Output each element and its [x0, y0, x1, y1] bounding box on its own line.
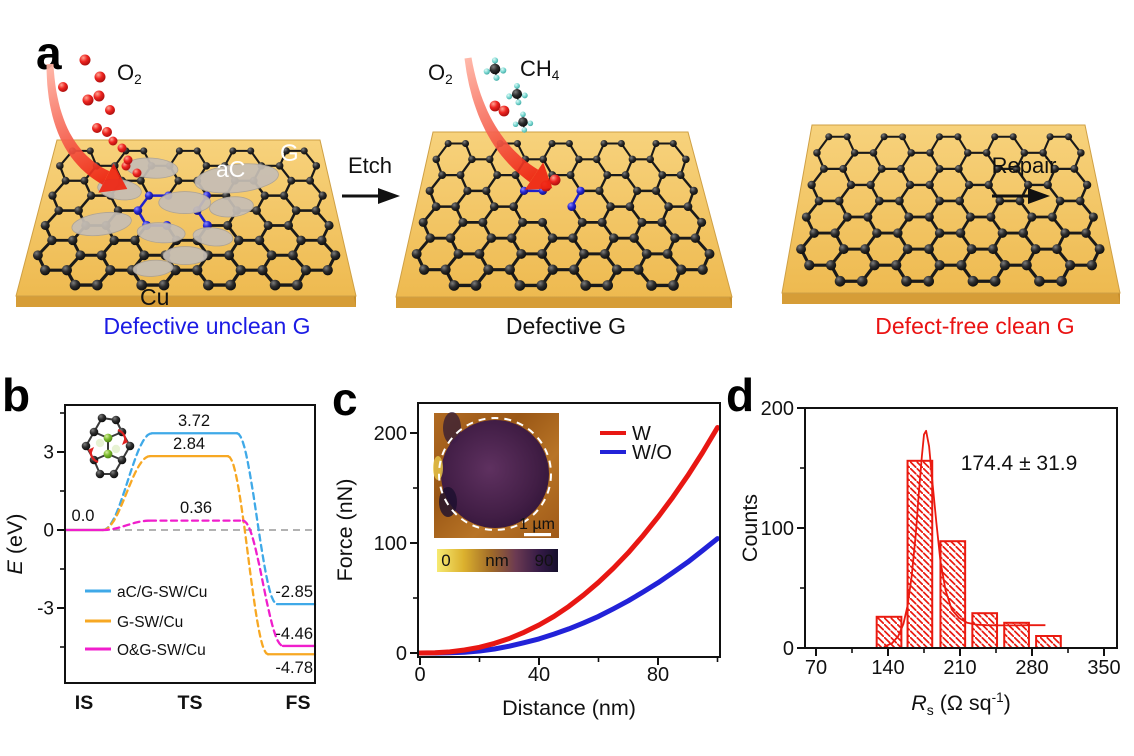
chart-sheet-resistance-histogram: 174.4 ± 31.9 70 140 210 280 350 0 100 200 Counts R… [738, 398, 1121, 718]
o2-label-mid: O2 [428, 60, 453, 87]
panel-label-c: c [332, 373, 358, 425]
panel-label-b: b [2, 369, 31, 421]
svg-text:200: 200 [374, 423, 407, 445]
svg-text:350: 350 [1087, 657, 1120, 679]
svg-text:210: 210 [943, 657, 976, 679]
svg-text:nm: nm [485, 551, 509, 570]
svg-text:aC/G-SW/Cu: aC/G-SW/Cu [117, 584, 207, 601]
panel-label-d: d [726, 369, 755, 421]
svg-text:80: 80 [647, 664, 669, 686]
repair-label: Repair [991, 153, 1057, 178]
svg-text:0: 0 [783, 638, 794, 660]
svg-text:0.36: 0.36 [180, 499, 212, 517]
svg-text:140: 140 [871, 657, 904, 679]
ac-label: aC [216, 156, 246, 182]
svg-text:100: 100 [761, 518, 794, 540]
svg-text:Counts: Counts [738, 494, 762, 562]
svg-text:IS: IS [75, 692, 93, 714]
svg-text:W: W [632, 423, 651, 445]
svg-text:0: 0 [43, 521, 54, 542]
panel-a-illustration [15, 54, 1121, 308]
svg-text:40: 40 [528, 664, 550, 686]
svg-text:-2.85: -2.85 [275, 583, 313, 601]
chart-force-distance: 0 40 80 0 100 200 Distance (nm) Force (nN) WW/O 1… [333, 402, 721, 720]
svg-text:200: 200 [761, 398, 794, 420]
svg-text:G-SW/Cu: G-SW/Cu [117, 614, 183, 631]
svg-text:TS: TS [178, 692, 203, 714]
svg-text:Force (nN): Force (nN) [333, 479, 357, 582]
svg-text:100: 100 [374, 533, 407, 555]
svg-text:O&G-SW/Cu: O&G-SW/Cu [117, 642, 206, 659]
svg-text:-4.78: -4.78 [275, 659, 313, 677]
g-label: G [280, 140, 299, 167]
svg-text:90: 90 [535, 551, 554, 570]
svg-text:3: 3 [43, 443, 54, 464]
svg-text:70: 70 [805, 657, 827, 679]
svg-text:0: 0 [414, 664, 425, 686]
svg-text:E (eV): E (eV) [3, 514, 27, 575]
svg-text:174.4 ± 31.9: 174.4 ± 31.9 [961, 452, 1078, 475]
svg-text:1 µm: 1 µm [519, 516, 555, 533]
svg-text:-4.46: -4.46 [275, 625, 313, 643]
svg-text:0.0: 0.0 [72, 507, 95, 525]
svg-text:280: 280 [1015, 657, 1048, 679]
cu-label: Cu [140, 284, 170, 310]
svg-text:FS: FS [286, 692, 311, 714]
o2-label-left: O2 [117, 60, 142, 87]
svg-text:3.72: 3.72 [178, 412, 210, 430]
svg-text:-3: -3 [37, 599, 54, 620]
caption-defect-free-clean-g: Defect-free clean G [875, 313, 1075, 339]
svg-text:0: 0 [396, 643, 407, 665]
caption-defective-unclean-g: Defective unclean G [103, 313, 311, 339]
ch4-label: CH4 [520, 56, 560, 83]
svg-text:Rs (Ω sq-1): Rs (Ω sq-1) [911, 690, 1011, 718]
etch-label: Etch [347, 153, 393, 178]
svg-text:Distance (nm): Distance (nm) [502, 696, 636, 720]
svg-text:2.84: 2.84 [173, 435, 205, 453]
svg-text:W/O: W/O [632, 442, 672, 464]
svg-text:0: 0 [441, 551, 450, 570]
caption-defective-g: Defective G [505, 313, 627, 339]
chart-energy-profile: 0.0 3.72 2.84 0.36 -2.85 -4.46 -4.78 aC/G-SW/Cu… [3, 404, 317, 714]
